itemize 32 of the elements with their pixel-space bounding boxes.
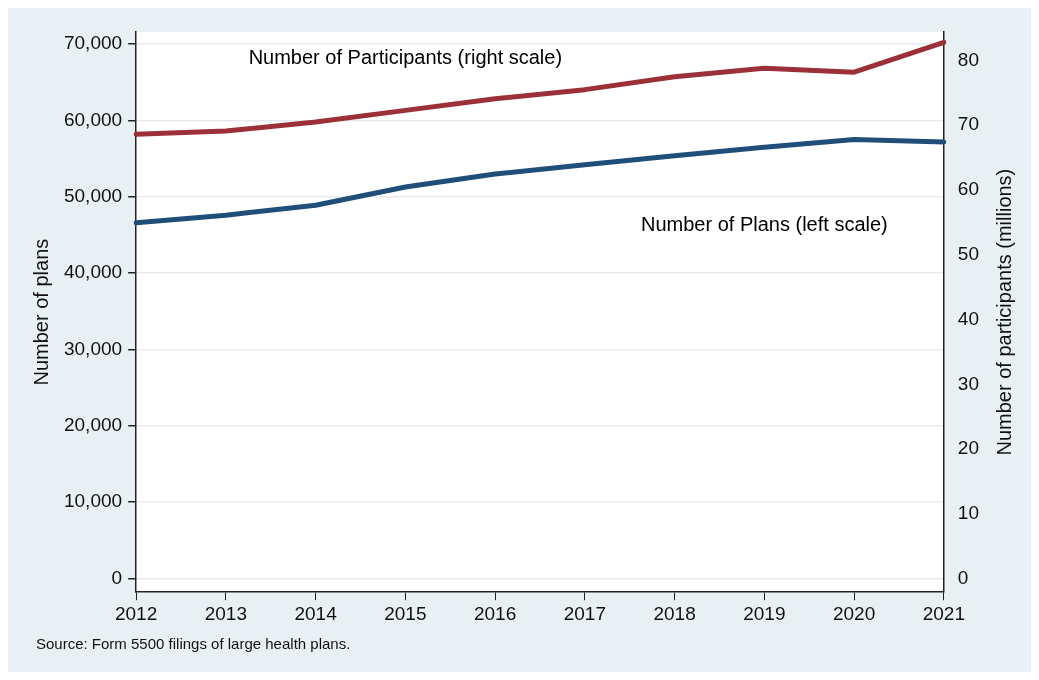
y-tick-label: 0 [111, 566, 123, 588]
y-tick-label: 30,000 [63, 337, 123, 359]
x-tick-label: 2020 [832, 602, 876, 624]
y2-tick-label: 0 [957, 566, 969, 588]
x-tick-label: 2013 [204, 602, 247, 624]
y2-tick-label: 40 [957, 307, 980, 329]
x-tick-label: 2016 [473, 602, 517, 624]
x-tick-label: 2017 [563, 602, 607, 624]
source-note: Source: Form 5500 filings of large health plans. [36, 635, 352, 652]
y-tick-label: 50,000 [63, 185, 123, 207]
y2-tick-label: 60 [957, 178, 980, 200]
x-tick-label: 2021 [922, 602, 966, 624]
x-tick-label: 2015 [384, 602, 427, 624]
y-axis-title: Number of plans [29, 238, 52, 386]
y2-tick-label: 70 [957, 113, 980, 135]
series-label: Number of Participants (right scale) [248, 45, 563, 68]
y2-tick-label: 10 [957, 502, 980, 524]
text: Number of Plans (left scale) [640, 212, 888, 235]
y-tick-label: 70,000 [63, 32, 123, 54]
x-tick-label: 2014 [294, 602, 338, 624]
y2-tick-label: 50 [957, 243, 980, 265]
x-tick-label: 2018 [653, 602, 696, 624]
y-tick-label: 40,000 [63, 261, 123, 283]
x-tick-label: 2019 [743, 602, 786, 624]
y2-tick-label: 20 [957, 437, 980, 459]
y2-axis-title: Number of participants (millions) [992, 168, 1015, 456]
y2-tick-label: 30 [957, 372, 980, 394]
y-tick-label: 20,000 [63, 414, 123, 436]
y-tick-label: 60,000 [63, 108, 123, 130]
x-tick-label: 2012 [114, 602, 158, 624]
y-tick-label: 10,000 [63, 490, 123, 512]
y2-tick-label: 80 [957, 48, 980, 70]
